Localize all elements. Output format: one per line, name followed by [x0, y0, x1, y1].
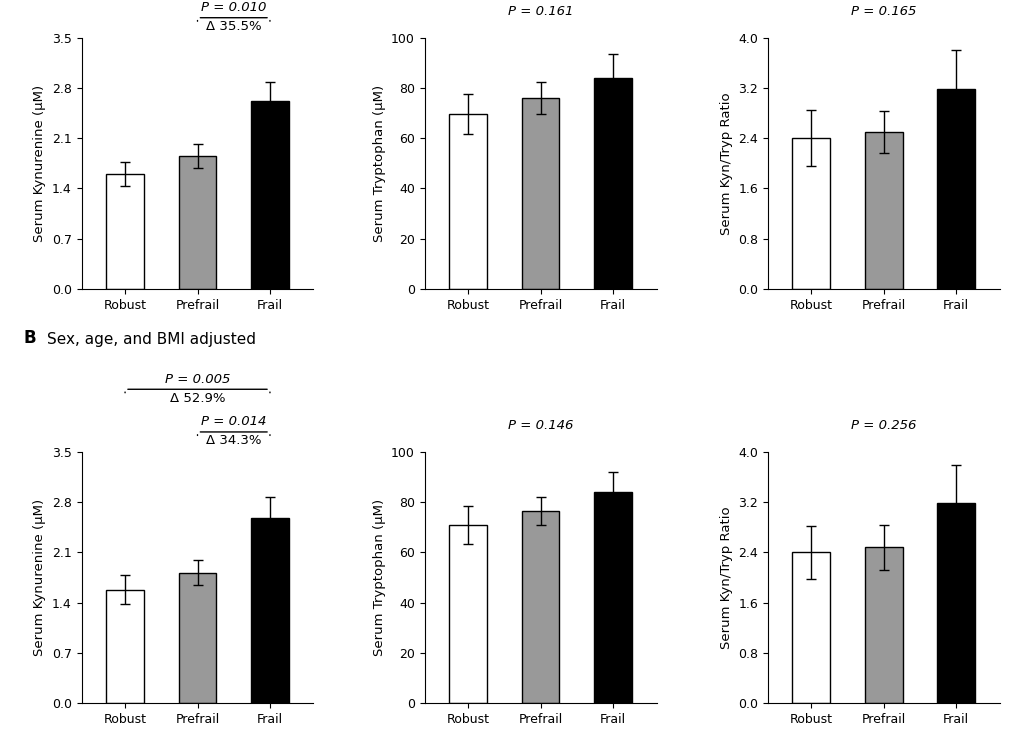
Bar: [936, 503, 974, 703]
Bar: [522, 98, 558, 289]
Bar: [178, 156, 216, 289]
Bar: [936, 89, 974, 289]
Bar: [594, 78, 631, 289]
Bar: [594, 492, 631, 703]
Bar: [864, 547, 902, 703]
Bar: [522, 511, 558, 703]
Bar: [792, 138, 829, 289]
Text: P = 0.165: P = 0.165: [850, 5, 915, 17]
Text: P = 0.005: P = 0.005: [165, 373, 230, 386]
Y-axis label: Serum Kyn/Tryp Ratio: Serum Kyn/Tryp Ratio: [718, 92, 732, 234]
Y-axis label: Serum Tryptophan (μM): Serum Tryptophan (μM): [372, 85, 385, 242]
Bar: [106, 174, 144, 289]
Y-axis label: Serum Kyn/Tryp Ratio: Serum Kyn/Tryp Ratio: [718, 507, 732, 649]
Text: Δ 35.5%: Δ 35.5%: [206, 20, 261, 33]
Text: Δ 52.9%: Δ 52.9%: [169, 392, 225, 404]
Text: P = 0.010: P = 0.010: [201, 1, 266, 14]
Y-axis label: Serum Tryptophan (μM): Serum Tryptophan (μM): [372, 499, 385, 656]
Text: Sex, age, and BMI adjusted: Sex, age, and BMI adjusted: [47, 332, 256, 346]
Text: P = 0.256: P = 0.256: [850, 419, 915, 432]
Text: P = 0.014: P = 0.014: [201, 415, 266, 428]
Text: B: B: [23, 329, 37, 346]
Bar: [106, 590, 144, 703]
Text: Δ 34.3%: Δ 34.3%: [206, 435, 261, 448]
Bar: [449, 525, 486, 703]
Bar: [251, 518, 288, 703]
Bar: [864, 132, 902, 289]
Bar: [251, 101, 288, 289]
Bar: [449, 114, 486, 289]
Text: P = 0.161: P = 0.161: [507, 5, 573, 17]
Text: P = 0.146: P = 0.146: [507, 419, 573, 432]
Bar: [178, 572, 216, 703]
Bar: [792, 553, 829, 703]
Y-axis label: Serum Kynurenine (μM): Serum Kynurenine (μM): [34, 499, 46, 656]
Y-axis label: Serum Kynurenine (μM): Serum Kynurenine (μM): [34, 85, 46, 242]
